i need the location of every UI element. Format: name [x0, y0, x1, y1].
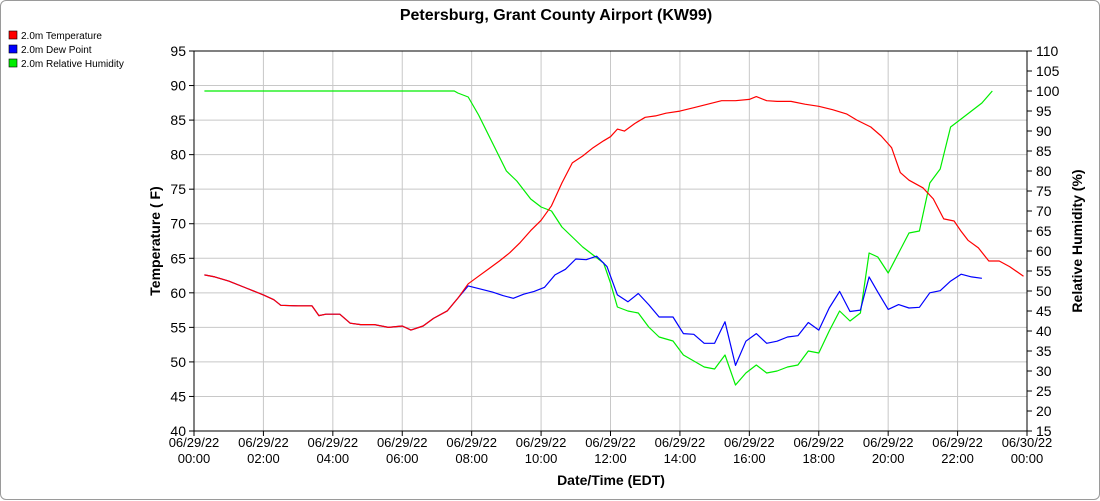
x-tick-label-time: 20:00 [872, 451, 905, 466]
y-right-tick-label: 90 [1036, 123, 1052, 139]
x-tick-label-time: 04:00 [317, 451, 350, 466]
legend-label: 2.0m Relative Humidity [21, 59, 124, 70]
y-right-tick-label: 110 [1036, 43, 1059, 59]
x-tick-label-date: 06/29/22 [516, 435, 567, 450]
y-right-tick-label: 20 [1036, 403, 1052, 419]
x-tick-label-date: 06/29/22 [724, 435, 775, 450]
y-right-tick-label: 70 [1036, 203, 1052, 219]
y-left-tick-label: 60 [170, 285, 186, 301]
y-left-tick-label: 45 [170, 388, 186, 404]
x-tick-label-time: 00:00 [1011, 451, 1044, 466]
y-right-tick-label: 85 [1036, 143, 1052, 159]
x-tick-label-date: 06/29/22 [585, 435, 636, 450]
y-right-tick-label: 35 [1036, 343, 1052, 359]
y-left-tick-label: 70 [170, 216, 186, 232]
y-left-tick-label: 75 [170, 181, 186, 197]
x-tick-label-date: 06/29/22 [308, 435, 359, 450]
y-right-tick-label: 80 [1036, 163, 1052, 179]
legend-swatch [8, 30, 18, 40]
x-tick-label-time: 08:00 [455, 451, 488, 466]
legend-swatch [8, 44, 18, 54]
x-tick-label-date: 06/29/22 [446, 435, 497, 450]
x-tick-label-time: 14:00 [664, 451, 697, 466]
x-axis-ticks: 06/29/2200:0006/29/2202:0006/29/2204:000… [169, 431, 1053, 466]
legend-swatch [8, 58, 18, 68]
x-tick-label-date: 06/29/22 [238, 435, 289, 450]
y-right-tick-label: 65 [1036, 223, 1052, 239]
x-tick-label-date: 06/29/22 [377, 435, 428, 450]
x-axis-label: Date/Time (EDT) [557, 472, 665, 488]
y-left-tick-label: 65 [170, 250, 186, 266]
x-tick-label-time: 12:00 [594, 451, 627, 466]
y-axis-left-ticks: 40 45 50 55 60 65 70 75 80 85 90 95 [170, 43, 194, 439]
y-left-tick-label: 80 [170, 147, 186, 163]
y-right-tick-label: 40 [1036, 323, 1052, 339]
y-right-tick-label: 50 [1036, 283, 1052, 299]
x-tick-label-date: 06/30/22 [1002, 435, 1053, 450]
y-right-tick-label: 105 [1036, 63, 1060, 79]
legend-label: 2.0m Temperature [21, 31, 102, 42]
legend: 2.0m Temperature 2.0m Dew Point 2.0m Relat… [8, 30, 124, 70]
x-tick-label-time: 00:00 [178, 451, 211, 466]
x-tick-label-date: 06/29/22 [932, 435, 983, 450]
y-right-tick-label: 60 [1036, 243, 1052, 259]
x-tick-label-date: 06/29/22 [863, 435, 914, 450]
x-tick-label-time: 02:00 [247, 451, 280, 466]
x-tick-label-date: 06/29/22 [793, 435, 844, 450]
x-tick-label-time: 22:00 [941, 451, 974, 466]
series-line-2-0m-temperature [204, 95, 1024, 331]
y-left-tick-label: 95 [170, 43, 186, 59]
x-tick-label-time: 10:00 [525, 451, 558, 466]
y-right-tick-label: 75 [1036, 183, 1052, 199]
series-line-2-0m-relative-humidity [204, 90, 993, 386]
x-tick-label-time: 06:00 [386, 451, 419, 466]
y-left-tick-label: 40 [170, 423, 186, 439]
y-right-tick-label: 25 [1036, 383, 1052, 399]
y-axis-right-ticks: 15 20 25 30 35 40 45 50 55 60 65 70 75 80 85 90 95 100 105… [1027, 43, 1060, 439]
y-right-tick-label: 30 [1036, 363, 1052, 379]
y-right-tick-label: 45 [1036, 303, 1052, 319]
series-layer [204, 90, 1024, 386]
grid-lines [193, 50, 1028, 432]
legend-label: 2.0m Dew Point [21, 45, 92, 56]
y-right-tick-label: 15 [1036, 423, 1052, 439]
chart-title: Petersburg, Grant County Airport (KW99) [400, 7, 712, 24]
x-tick-label-time: 18:00 [802, 451, 835, 466]
y-left-tick-label: 85 [170, 112, 186, 128]
y-axis-right-label: Relative Humidity (%) [1069, 169, 1085, 312]
y-left-tick-label: 55 [170, 319, 186, 335]
y-left-tick-label: 90 [170, 78, 186, 94]
y-axis-left-label: Temperature ( F) [147, 186, 163, 295]
x-tick-label-date: 06/29/22 [169, 435, 220, 450]
y-left-tick-label: 50 [170, 354, 186, 370]
y-right-tick-label: 95 [1036, 103, 1052, 119]
y-right-tick-label: 100 [1036, 83, 1060, 99]
x-tick-label-date: 06/29/22 [655, 435, 706, 450]
x-tick-label-time: 16:00 [733, 451, 766, 466]
y-right-tick-label: 55 [1036, 263, 1052, 279]
series-line-2-0m-dew-point [204, 255, 982, 366]
